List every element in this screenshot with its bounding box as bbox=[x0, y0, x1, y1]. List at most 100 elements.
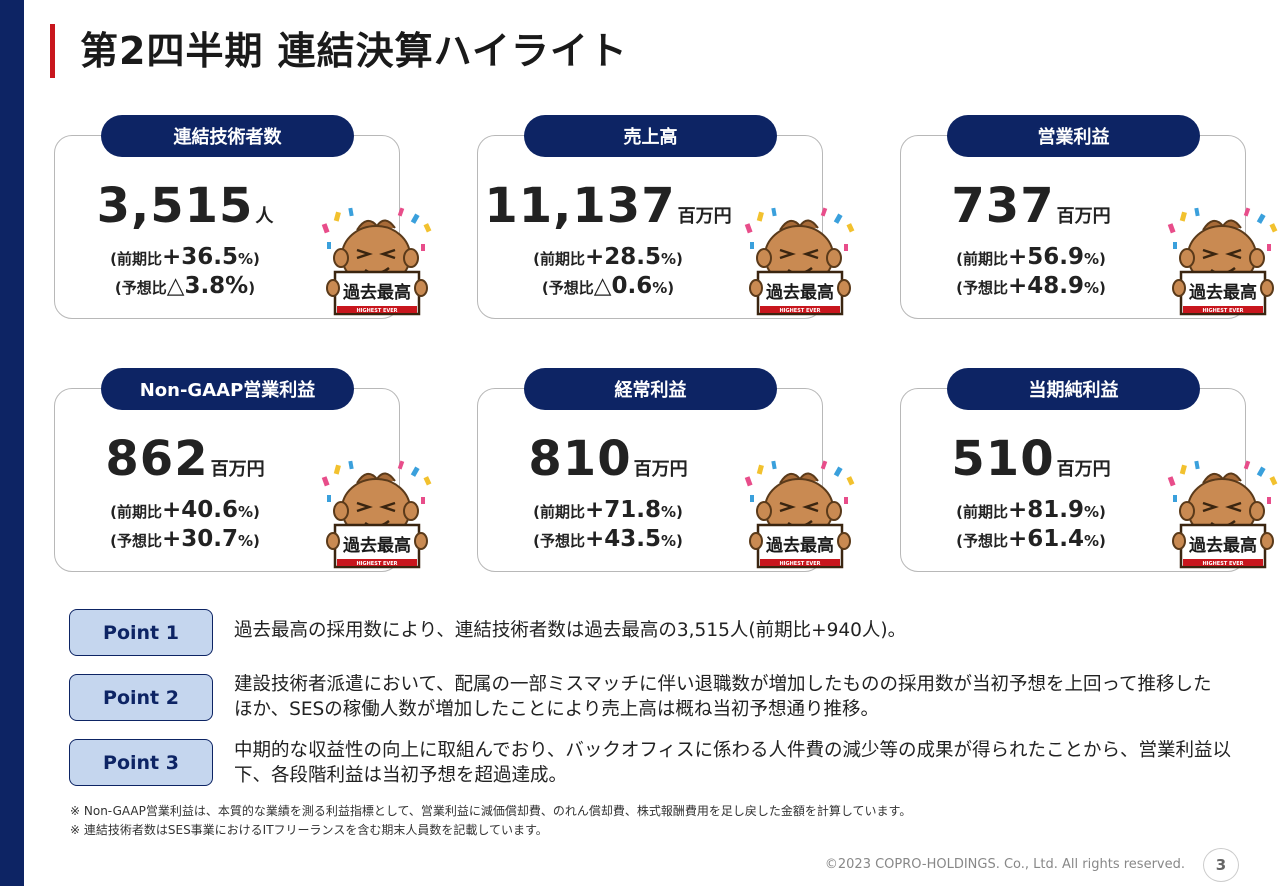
yoy-value: +71.8 bbox=[584, 497, 661, 523]
point-2-text: 建設技術者派遣において、配属の一部ミスマッチに伴い退職数が増加したものの採用数が… bbox=[234, 674, 1212, 720]
highest-ever-mascot-icon: 過去最高 HIGHEST EVER bbox=[1167, 459, 1279, 571]
forecast-prefix: (予想比 bbox=[956, 532, 1008, 550]
forecast-value: +30.7 bbox=[161, 526, 238, 552]
footnote-engineers: ※ 連結技術者数はSES事業におけるITフリーランスを含む期末人員数を記載してい… bbox=[70, 823, 548, 837]
metric-value-row: 862 百万円 bbox=[55, 431, 315, 487]
forecast-suffix: %) bbox=[1084, 532, 1106, 550]
yoy-suffix: %) bbox=[661, 503, 683, 521]
forecast-prefix: (予想比 bbox=[110, 532, 162, 550]
forecast-prefix: (予想比 bbox=[533, 532, 585, 550]
metric-card: 当期純利益 510 百万円 (前期比+81.9%) (予想比+61.4%) 過去最… bbox=[900, 368, 1278, 572]
metric-value: 510 bbox=[951, 431, 1055, 487]
metric-value: 737 bbox=[951, 178, 1055, 234]
metric-card: 経常利益 810 百万円 (前期比+71.8%) (予想比+43.5%) 過去最高… bbox=[477, 368, 855, 572]
yoy-suffix: %) bbox=[238, 250, 260, 268]
badge-subtext: HIGHEST EVER bbox=[1202, 561, 1243, 567]
point-1-text: 過去最高の採用数により、連結技術者数は過去最高の3,515人(前期比+940人)… bbox=[234, 620, 907, 641]
badge-text: 過去最高 bbox=[766, 535, 834, 556]
metric-value-row: 737 百万円 bbox=[901, 178, 1161, 234]
forecast-value: +61.4 bbox=[1007, 526, 1084, 552]
forecast-prefix: (予想比 bbox=[114, 279, 167, 297]
forecast-suffix: %) bbox=[1084, 279, 1106, 297]
badge-subtext: HIGHEST EVER bbox=[779, 561, 820, 567]
highest-ever-mascot-icon: 過去最高 HIGHEST EVER bbox=[1167, 206, 1279, 318]
metric-card: 連結技術者数 3,515 人 (前期比+36.5%) (予想比△3.8%) 過去最… bbox=[54, 115, 432, 319]
point-3-text: 中期的な収益性の向上に取組んでおり、バックオフィスに係わる人件費の減少等の成果が… bbox=[234, 740, 1231, 786]
badge-text: 過去最高 bbox=[343, 535, 411, 556]
forecast-comparison: (予想比+48.9%) bbox=[901, 273, 1161, 299]
yoy-value: +81.9 bbox=[1007, 497, 1084, 523]
forecast-suffix: %) bbox=[661, 532, 683, 550]
yoy-suffix: %) bbox=[661, 250, 683, 268]
copyright: ©2023 COPRO-HOLDINGS. Co., Ltd. All righ… bbox=[824, 857, 1185, 872]
yoy-prefix: (前期比 bbox=[110, 250, 162, 268]
forecast-value: +48.9 bbox=[1007, 273, 1084, 299]
yoy-comparison: (前期比+28.5%) bbox=[478, 244, 738, 270]
footnote-non-gaap: ※ Non-GAAP営業利益は、本質的な業績を測る利益指標として、営業利益に減価… bbox=[70, 804, 912, 818]
yoy-comparison: (前期比+56.9%) bbox=[901, 244, 1161, 270]
badge-subtext: HIGHEST EVER bbox=[356, 308, 397, 314]
yoy-suffix: %) bbox=[238, 503, 260, 521]
badge-subtext: HIGHEST EVER bbox=[1202, 308, 1243, 314]
forecast-suffix: %) bbox=[238, 532, 260, 550]
metric-value-row: 510 百万円 bbox=[901, 431, 1161, 487]
left-brand-bar bbox=[0, 0, 24, 886]
highest-ever-mascot-icon: 過去最高 HIGHEST EVER bbox=[744, 459, 856, 571]
forecast-suffix: %) bbox=[652, 279, 675, 297]
highest-ever-mascot-icon: 過去最高 HIGHEST EVER bbox=[321, 206, 433, 318]
metric-value: 3,515 bbox=[96, 178, 254, 234]
yoy-prefix: (前期比 bbox=[110, 503, 162, 521]
metric-card-title: 連結技術者数 bbox=[101, 115, 354, 157]
metric-card: 営業利益 737 百万円 (前期比+56.9%) (予想比+48.9%) 過去最高… bbox=[900, 115, 1278, 319]
metric-value: 810 bbox=[528, 431, 632, 487]
metric-unit: 百万円 bbox=[1056, 459, 1111, 480]
metric-card-title: 営業利益 bbox=[947, 115, 1200, 157]
yoy-prefix: (前期比 bbox=[533, 250, 585, 268]
metric-value: 11,137 bbox=[484, 178, 676, 234]
forecast-comparison: (予想比△0.6%) bbox=[478, 273, 738, 299]
forecast-value: +43.5 bbox=[584, 526, 661, 552]
forecast-comparison: (予想比+30.7%) bbox=[55, 526, 315, 552]
highest-ever-mascot-icon: 過去最高 HIGHEST EVER bbox=[321, 459, 433, 571]
badge-text: 過去最高 bbox=[1189, 282, 1257, 303]
badge-text: 過去最高 bbox=[1189, 535, 1257, 556]
yoy-suffix: %) bbox=[1084, 250, 1106, 268]
yoy-value: +56.9 bbox=[1007, 244, 1084, 270]
metric-card-title: 当期純利益 bbox=[947, 368, 1200, 410]
forecast-comparison: (予想比△3.8%) bbox=[55, 273, 315, 299]
badge-text: 過去最高 bbox=[343, 282, 411, 303]
metric-card: Non-GAAP営業利益 862 百万円 (前期比+40.6%) (予想比+30.… bbox=[54, 368, 432, 572]
page-title: 第2四半期 連結決算ハイライト bbox=[80, 29, 628, 73]
badge-subtext: HIGHEST EVER bbox=[356, 561, 397, 567]
yoy-value: +36.5 bbox=[161, 244, 238, 270]
yoy-value: +40.6 bbox=[161, 497, 238, 523]
yoy-prefix: (前期比 bbox=[533, 503, 585, 521]
metric-unit: 人 bbox=[255, 206, 274, 227]
yoy-comparison: (前期比+36.5%) bbox=[55, 244, 315, 270]
forecast-value: △0.6 bbox=[593, 273, 653, 299]
yoy-prefix: (前期比 bbox=[956, 503, 1008, 521]
metric-unit: 百万円 bbox=[633, 459, 688, 480]
yoy-value: +28.5 bbox=[584, 244, 661, 270]
metric-value-row: 3,515 人 bbox=[55, 178, 315, 234]
metric-value: 862 bbox=[105, 431, 209, 487]
yoy-comparison: (前期比+40.6%) bbox=[55, 497, 315, 523]
forecast-prefix: (予想比 bbox=[541, 279, 594, 297]
metric-card-title: 売上高 bbox=[524, 115, 777, 157]
badge-text: 過去最高 bbox=[766, 282, 834, 303]
metric-value-row: 11,137 百万円 bbox=[478, 178, 738, 234]
yoy-suffix: %) bbox=[1084, 503, 1106, 521]
forecast-comparison: (予想比+43.5%) bbox=[478, 526, 738, 552]
point-2-label: Point 2 bbox=[69, 674, 213, 721]
title-accent-bar bbox=[50, 24, 55, 78]
forecast-comparison: (予想比+61.4%) bbox=[901, 526, 1161, 552]
forecast-value: △3.8% bbox=[166, 273, 249, 299]
yoy-prefix: (前期比 bbox=[956, 250, 1008, 268]
metric-unit: 百万円 bbox=[1056, 206, 1111, 227]
metric-value-row: 810 百万円 bbox=[478, 431, 738, 487]
point-1-label: Point 1 bbox=[69, 609, 213, 656]
badge-subtext: HIGHEST EVER bbox=[779, 308, 820, 314]
forecast-prefix: (予想比 bbox=[956, 279, 1008, 297]
yoy-comparison: (前期比+71.8%) bbox=[478, 497, 738, 523]
point-3-label: Point 3 bbox=[69, 739, 213, 786]
